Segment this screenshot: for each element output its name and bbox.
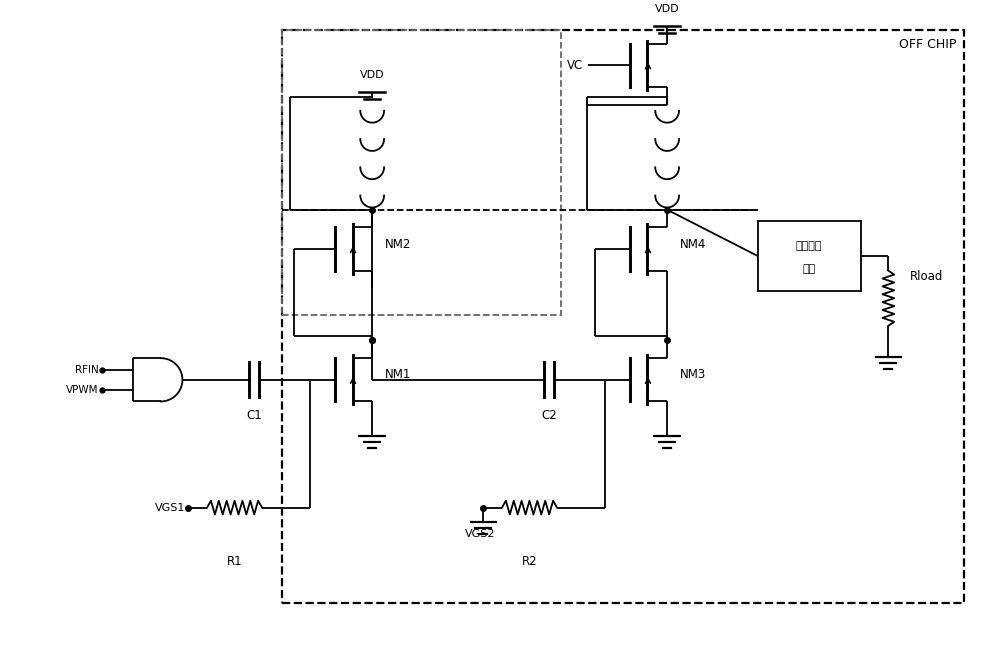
Bar: [282, 30, 561, 315]
Text: VDD: VDD: [655, 4, 679, 14]
Text: 电路: 电路: [803, 264, 816, 274]
Text: VPWM: VPWM: [66, 385, 99, 395]
Text: VDD: VDD: [360, 70, 384, 80]
Text: R2: R2: [522, 555, 537, 568]
Text: NM3: NM3: [680, 369, 706, 382]
Text: C2: C2: [541, 410, 557, 422]
Text: VGS1: VGS1: [155, 502, 185, 513]
Bar: [282, 30, 964, 603]
Text: R1: R1: [227, 555, 242, 568]
Text: 输出匹配: 输出匹配: [796, 241, 822, 251]
Text: NM2: NM2: [385, 238, 411, 251]
Text: C1: C1: [246, 410, 262, 422]
Text: OFF CHIP: OFF CHIP: [899, 38, 956, 51]
Bar: [758, 220, 861, 291]
Text: NM1: NM1: [385, 369, 411, 382]
Text: NM4: NM4: [680, 238, 706, 251]
Text: RFIN: RFIN: [75, 365, 99, 375]
Text: Rload: Rload: [910, 270, 943, 283]
Text: VC: VC: [567, 58, 584, 72]
Text: VGS2: VGS2: [465, 529, 496, 539]
